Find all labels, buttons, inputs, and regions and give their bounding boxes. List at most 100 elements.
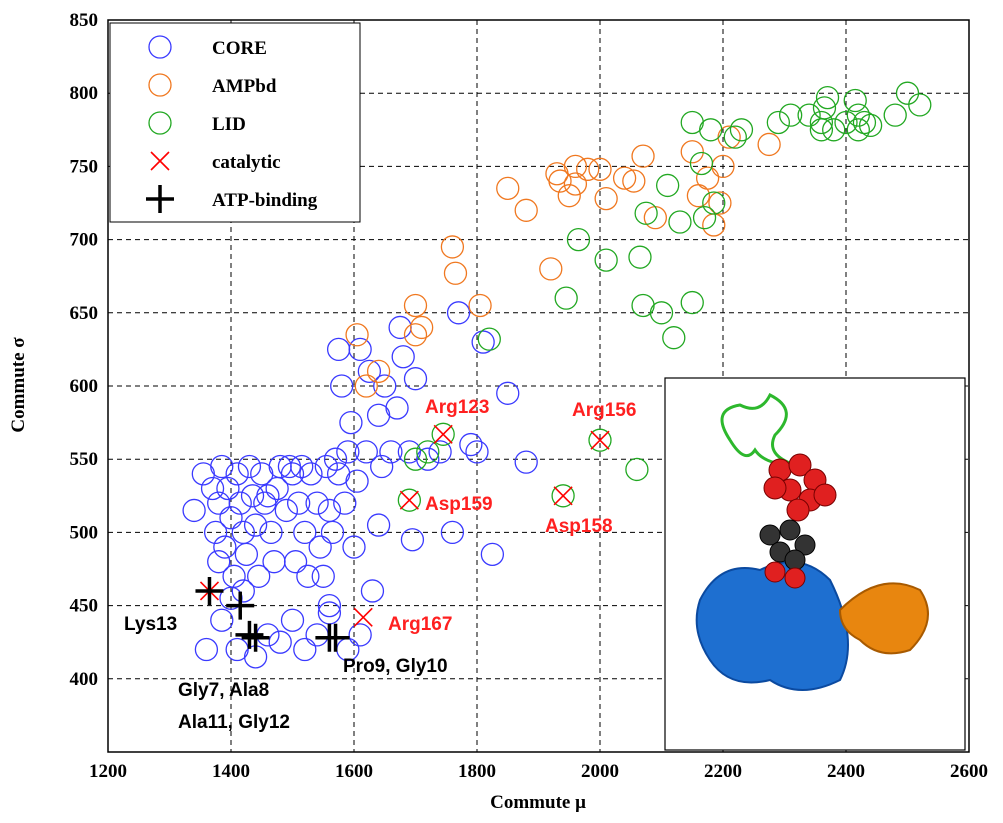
point [555,287,577,309]
point [269,631,291,653]
point [460,434,482,456]
point [208,551,230,573]
point [309,536,331,558]
point [554,487,572,505]
atom [785,568,805,588]
y-axis-label: Commute σ [8,337,29,433]
point [312,565,334,587]
x-tick-label: 1600 [335,761,373,782]
y-tick-label: 700 [70,230,99,251]
point [257,485,279,507]
x-tick-label: 1200 [89,761,127,782]
x-tick-label: 1400 [212,761,250,782]
x-tick-label: 2400 [827,761,865,782]
point [481,543,503,565]
x-tick-label: 2600 [950,761,988,782]
point [595,188,617,210]
point [700,119,722,141]
atom [787,499,809,521]
point [346,470,368,492]
annotation: Arg167 [388,614,452,635]
point [577,158,599,180]
point [540,258,562,280]
point [564,173,586,195]
legend-label: AMPbd [212,76,277,97]
point [226,592,254,620]
point [730,119,752,141]
annotation: Asp158 [545,516,613,537]
x-tick-label: 1800 [458,761,496,782]
x-axis-label: Commute μ [490,792,586,813]
point [644,207,666,229]
atom [780,520,800,540]
point [690,152,712,174]
x-tick-label: 2000 [581,761,619,782]
x-tick-label: 2200 [704,761,742,782]
atom [765,562,785,582]
point [306,624,328,646]
legend-label: LID [212,114,246,135]
point [263,551,285,573]
point [183,499,205,521]
point [328,338,350,360]
point [758,133,780,155]
atom [764,477,786,499]
legend: CORE AMPbd LID catalytic ATP-binding [110,23,360,222]
y-tick-label: 800 [70,83,99,104]
point [285,551,307,573]
point [211,609,233,631]
point [515,451,537,473]
point [434,425,452,443]
point [823,119,845,141]
point [401,529,423,551]
point [195,577,223,605]
point [909,94,931,116]
inset-image [665,378,965,750]
point [266,477,288,499]
point [681,292,703,314]
annotation: Asp159 [425,494,493,515]
point [632,145,654,167]
point [354,608,372,626]
legend-label: ATP-binding [212,190,318,211]
point [349,624,371,646]
point [294,639,316,661]
point [515,199,537,221]
legend-label: catalytic [212,152,281,173]
point [392,346,414,368]
point [444,262,466,284]
chart: Commute μ Commute σ 1200 1400 1600 1800 2000… [0,0,1003,823]
point [497,177,519,199]
point [897,82,919,104]
atom [785,550,805,570]
y-tick-label: 500 [70,522,99,543]
point [275,499,297,521]
inset-frame [665,378,965,750]
legend-label: CORE [212,38,267,59]
point [884,104,906,126]
point [629,246,651,268]
point [361,580,383,602]
y-tick-label: 550 [70,449,99,470]
point [709,192,731,214]
point [235,621,263,649]
point [669,211,691,233]
annotation: Lys13 [124,614,177,635]
point [697,167,719,189]
point [358,360,380,382]
point [368,360,390,382]
point [242,624,270,652]
point [767,111,789,133]
annotation: Pro9, Gly10 [343,656,448,677]
y-tick-label: 750 [70,156,99,177]
point [663,327,685,349]
point [724,126,746,148]
point [346,324,368,346]
point [349,338,371,360]
point [626,458,648,480]
point [681,141,703,163]
annotation: Arg123 [425,397,489,418]
point [340,412,362,434]
y-tick-label: 400 [70,669,99,690]
point [195,639,217,661]
